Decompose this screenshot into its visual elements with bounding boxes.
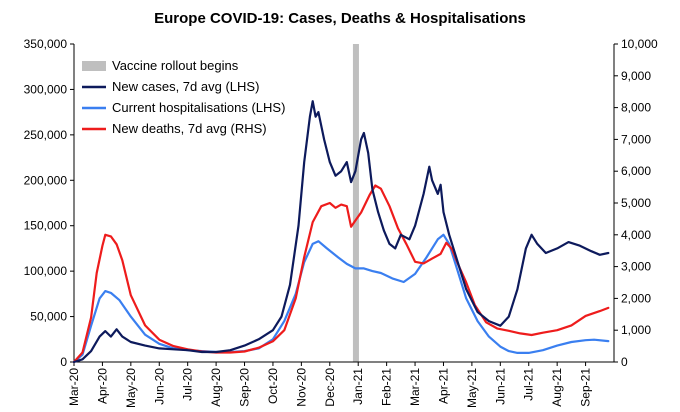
- series-line-1: [72, 233, 610, 364]
- x-tick-label: Mar-21: [408, 368, 422, 406]
- series-line-2: [72, 184, 610, 364]
- x-tick-label: Jun-20: [152, 368, 166, 405]
- y-right-tick-label: 0: [621, 355, 628, 369]
- y-left-tick-label: 100,000: [24, 264, 68, 278]
- y-right-tick-label: 8,000: [621, 101, 651, 115]
- x-tick-label: Jan-21: [351, 368, 365, 405]
- x-tick-label: Jun-21: [493, 368, 507, 405]
- x-tick-label: Sep-20: [238, 368, 252, 407]
- legend-swatch-vaccine: [82, 61, 106, 71]
- y-left-tick-label: 200,000: [24, 173, 68, 187]
- y-right-tick-label: 3,000: [621, 260, 651, 274]
- x-tick-label: Jul-21: [522, 368, 536, 401]
- y-right-tick-label: 4,000: [621, 228, 651, 242]
- x-tick-label: Nov-20: [294, 368, 308, 407]
- x-tick-label: Feb-21: [380, 368, 394, 406]
- x-tick-label: Apr-21: [436, 368, 450, 404]
- legend-label-vaccine: Vaccine rollout begins: [112, 58, 239, 73]
- y-left-tick-label: 150,000: [24, 219, 68, 233]
- x-tick-label: Oct-20: [266, 368, 280, 404]
- y-right-tick-label: 10,000: [621, 37, 658, 51]
- x-tick-label: Jul-20: [181, 368, 195, 401]
- x-tick-label: Apr-20: [95, 368, 109, 404]
- x-tick-label: Sep-21: [579, 368, 593, 407]
- legend-label-series-0: New cases, 7d avg (LHS): [112, 79, 259, 94]
- legend-label-series-1: Current hospitalisations (LHS): [112, 100, 285, 115]
- y-right-tick-label: 2,000: [621, 291, 651, 305]
- x-tick-label: May-20: [124, 368, 138, 408]
- series-line-0: [72, 100, 610, 364]
- chart-title: Europe COVID-19: Cases, Deaths & Hospita…: [154, 10, 526, 27]
- vaccine-rollout-band: [352, 44, 359, 362]
- y-left-tick-label: 300,000: [24, 82, 68, 96]
- y-right-tick-label: 9,000: [621, 69, 651, 83]
- legend: Vaccine rollout begins New cases, 7d avg …: [82, 58, 285, 136]
- x-tick-label: Aug-20: [209, 368, 223, 407]
- y-left-tick-label: 0: [60, 355, 67, 369]
- y-left-tick-label: 250,000: [24, 128, 68, 142]
- x-tick-label: Dec-20: [323, 368, 337, 407]
- y-left-tick-label: 350,000: [24, 37, 68, 51]
- x-tick-label: Mar-20: [67, 368, 81, 406]
- legend-label-series-2: New deaths, 7d avg (RHS): [112, 121, 267, 136]
- y-right-tick-label: 5,000: [621, 196, 651, 210]
- y-left-tick-label: 50,000: [30, 310, 67, 324]
- x-tick-label: May-21: [465, 368, 479, 408]
- y-right-tick-label: 6,000: [621, 164, 651, 178]
- x-tick-label: Aug-21: [550, 368, 564, 407]
- y-right-tick-label: 1,000: [621, 323, 651, 337]
- y-right-tick-label: 7,000: [621, 132, 651, 146]
